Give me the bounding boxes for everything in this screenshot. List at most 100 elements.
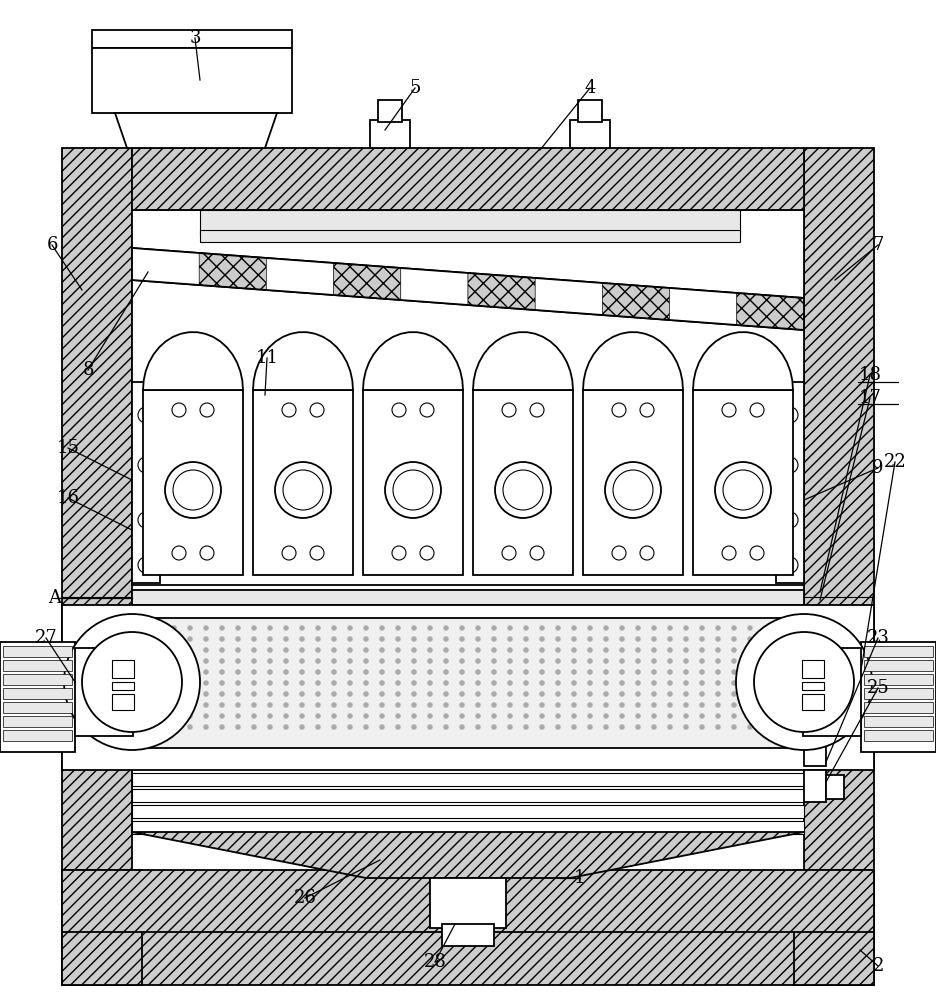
Circle shape [539,626,545,631]
Circle shape [396,648,401,652]
Circle shape [507,637,513,642]
Circle shape [331,680,337,686]
Circle shape [699,692,705,696]
Bar [794,870,874,985]
Circle shape [252,658,256,664]
Bar [132,773,804,786]
Circle shape [155,724,160,730]
Circle shape [732,670,737,674]
Bar [864,702,933,713]
Circle shape [396,658,401,664]
Circle shape [236,692,241,696]
Text: 7: 7 [872,236,884,254]
Circle shape [428,702,432,708]
Circle shape [572,626,577,631]
Circle shape [363,702,369,708]
Text: 2: 2 [872,957,884,975]
Circle shape [173,470,213,510]
Circle shape [379,724,385,730]
Circle shape [588,702,592,708]
Circle shape [539,648,545,652]
Circle shape [612,403,626,417]
Circle shape [444,648,448,652]
Circle shape [171,626,177,631]
Polygon shape [143,332,243,390]
Circle shape [203,724,209,730]
Circle shape [444,692,448,696]
Circle shape [588,670,592,674]
Circle shape [523,648,529,652]
Circle shape [171,714,177,718]
Polygon shape [473,332,573,390]
Circle shape [139,702,144,708]
Circle shape [315,670,320,674]
Circle shape [651,714,656,718]
Circle shape [331,658,337,664]
Polygon shape [267,258,333,295]
Circle shape [748,670,753,674]
Bar [143,390,243,575]
Circle shape [605,462,661,518]
Circle shape [392,546,406,560]
Circle shape [315,626,320,631]
Circle shape [604,692,608,696]
Circle shape [236,626,241,631]
Circle shape [252,670,256,674]
Circle shape [732,658,737,664]
Circle shape [155,692,160,696]
Circle shape [363,680,369,686]
Circle shape [764,648,768,652]
Circle shape [620,680,624,686]
Circle shape [428,658,432,664]
Circle shape [331,670,337,674]
Circle shape [200,546,214,560]
Circle shape [764,680,768,686]
Circle shape [699,714,705,718]
Circle shape [428,648,432,652]
Circle shape [428,680,432,686]
Bar [864,688,933,699]
Circle shape [667,702,672,708]
Circle shape [604,637,608,642]
Polygon shape [669,288,737,325]
Circle shape [444,658,448,664]
Circle shape [555,692,561,696]
Circle shape [523,658,529,664]
Circle shape [748,626,753,631]
Circle shape [315,724,320,730]
Bar [3,702,72,713]
Circle shape [555,670,561,674]
Circle shape [604,714,608,718]
Circle shape [284,680,288,686]
Circle shape [363,637,369,642]
Circle shape [139,658,144,664]
Circle shape [444,670,448,674]
Circle shape [523,724,529,730]
Circle shape [385,462,441,518]
Circle shape [220,702,225,708]
Circle shape [155,680,160,686]
Circle shape [620,702,624,708]
Circle shape [604,702,608,708]
Circle shape [203,670,209,674]
Circle shape [268,680,272,686]
Circle shape [523,626,529,631]
Circle shape [200,403,214,417]
Circle shape [444,702,448,708]
Circle shape [268,648,272,652]
Circle shape [187,658,193,664]
Circle shape [555,658,561,664]
Bar [62,870,874,932]
Circle shape [475,692,480,696]
Circle shape [300,670,304,674]
Circle shape [187,680,193,686]
Circle shape [539,658,545,664]
Circle shape [620,692,624,696]
Circle shape [138,457,154,473]
Circle shape [523,680,529,686]
Circle shape [300,658,304,664]
Circle shape [379,680,385,686]
Circle shape [491,702,496,708]
Circle shape [284,714,288,718]
Circle shape [507,648,513,652]
